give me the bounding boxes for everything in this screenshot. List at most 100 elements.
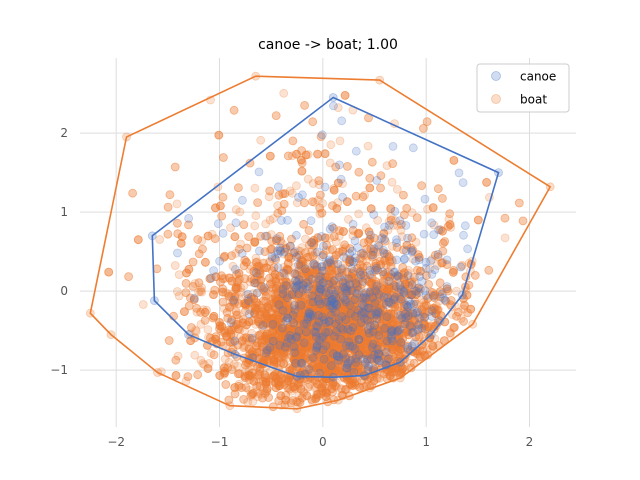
boat-point [292,378,302,388]
boat-point [264,393,274,402]
boat-point [352,376,362,386]
boat-point [372,332,382,342]
boat-point [314,361,324,371]
boat-point [174,291,184,301]
boat-point [255,331,265,341]
boat-point [200,315,210,325]
boat-point [275,308,285,318]
boat-point [273,201,283,210]
boat-point [179,307,189,317]
boat-point [364,295,374,305]
boat-point [236,239,246,249]
boat-point [301,285,311,295]
boat-point [313,272,323,282]
boat-point [313,268,323,278]
boat-point [278,358,288,368]
boat-point [289,285,299,295]
boat-point [332,321,342,331]
boat-point [296,384,306,394]
boat-point [273,379,283,389]
boat-point [303,288,313,298]
boat-point [327,384,337,394]
boat-point [284,304,294,314]
boat-point [272,305,282,315]
boat-point [313,392,322,402]
boat-point [285,332,295,342]
boat-point [375,323,385,333]
boat-point [383,322,393,332]
boat-point [271,331,281,341]
boat-point [314,379,324,389]
boat-point [254,389,264,399]
boat-point [393,315,403,324]
boat-point [351,277,361,287]
boat-point [271,318,280,327]
boat-point [218,153,228,162]
boat-point [331,293,341,303]
boat-point [430,290,440,300]
boat-point [293,381,303,391]
boat-point [328,280,338,290]
boat-point [328,347,338,357]
boat-point [404,265,414,275]
boat-point [308,117,318,127]
boat-point [382,291,391,301]
boat-point [302,321,312,331]
boat-point [374,294,384,303]
boat-point [368,304,378,313]
boat-point [456,314,466,323]
boat-point [197,283,207,293]
boat-point [280,338,290,348]
boat-point [133,235,143,245]
boat-point [366,297,376,307]
boat-point [316,335,326,345]
boat-point [437,193,447,203]
boat-point [292,289,302,299]
boat-point [307,247,317,257]
boat-point [369,376,379,386]
boat-point [370,323,379,333]
boat-point [288,136,298,146]
boat-point [307,328,317,338]
boat-point [245,264,255,274]
boat-point [272,280,282,289]
boat-point [326,258,336,268]
boat-point [327,347,337,357]
boat-point [313,348,323,357]
boat-point [270,335,280,345]
boat-point [276,360,286,370]
boat-point [346,364,356,374]
boat-point [352,328,362,338]
boat-point [417,181,427,191]
boat-point [333,345,343,355]
boat-point [351,360,361,370]
boat-point [249,376,259,386]
boat-point [449,322,459,332]
boat-point [379,270,389,280]
boat-point [307,298,317,308]
boat-point [293,246,303,256]
boat-point [343,298,353,307]
boat-point [407,321,417,331]
boat-point [360,316,370,325]
boat-point [264,192,274,202]
boat-point [377,288,387,298]
boat-point [394,269,404,279]
boat-point [347,356,357,366]
boat-point [298,313,308,323]
boat-point [332,326,342,336]
boat-point [261,311,271,321]
boat-point [340,358,350,368]
boat-point [300,333,310,343]
boat-point [381,296,391,306]
boat-point [315,343,325,353]
boat-point [309,240,318,250]
boat-point [172,218,182,228]
boat-point [301,293,311,303]
boat-point [298,345,308,355]
boat-point [416,312,426,322]
boat-point [359,332,369,342]
boat-point [383,342,393,352]
boat-point [241,291,251,301]
boat-point [207,229,217,239]
